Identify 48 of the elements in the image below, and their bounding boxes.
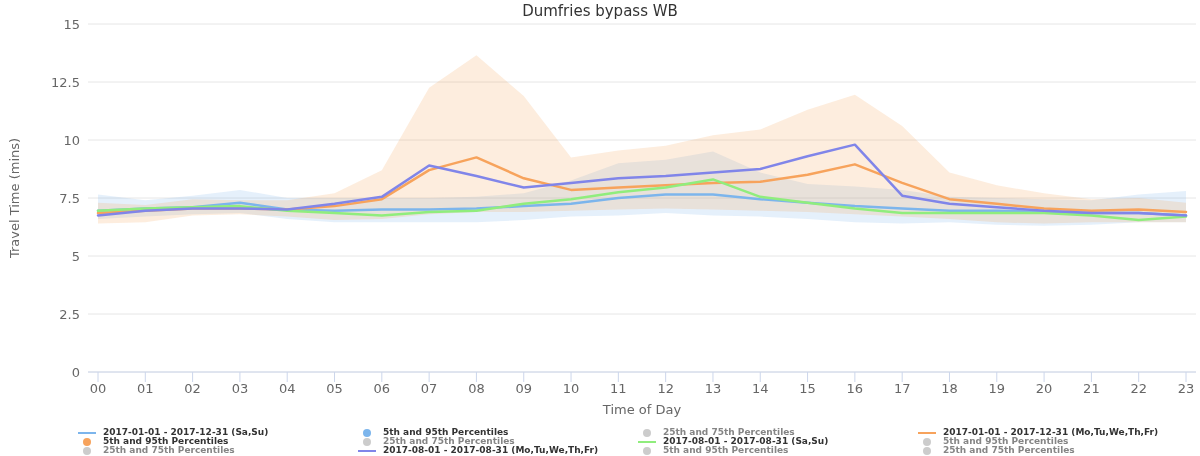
legend-label: 25th and 75th Percentiles — [663, 427, 795, 437]
y-axis-title: Travel Time (mins) — [6, 137, 22, 260]
x-tick-label: 13 — [704, 381, 722, 397]
legend-label: 5th and 95th Percentiles — [943, 436, 1069, 446]
x-tick-label: 11 — [610, 381, 627, 397]
x-tick-label: 04 — [278, 381, 296, 397]
x-tick-label: 06 — [373, 381, 391, 397]
x-tick-label: 18 — [941, 381, 958, 397]
x-tick-label: 12 — [657, 381, 674, 397]
x-tick-label: 07 — [420, 381, 438, 397]
x-tick-label: 21 — [1083, 381, 1100, 397]
legend-label: 5th and 95th Percentiles — [383, 427, 509, 437]
line-series — [96, 178, 1188, 222]
legend-label: 25th and 75th Percentiles — [103, 445, 235, 455]
x-tick-label: 10 — [562, 381, 580, 397]
chart-title: Dumfries bypass WB — [522, 2, 678, 20]
x-tick-label: 19 — [988, 381, 1006, 397]
x-tick-label: 02 — [184, 381, 201, 397]
legend-label: 25th and 75th Percentiles — [383, 436, 515, 446]
x-tick-label: 14 — [751, 381, 769, 397]
x-tick-label: 09 — [515, 381, 533, 397]
x-tick-label: 22 — [1130, 381, 1147, 397]
legend-label: 25th and 75th Percentiles — [943, 445, 1075, 455]
legend-label: 2017-01-01 - 2017-12-31 (Mo,Tu,We,Th,Fr) — [943, 427, 1159, 437]
x-tick-label: 00 — [89, 381, 107, 397]
legend-label: 2017-08-01 - 2017-08-31 (Sa,Su) — [663, 436, 829, 446]
line-series — [96, 143, 1188, 217]
x-tick-label: 05 — [326, 381, 343, 397]
y-tick-label: 10 — [63, 132, 80, 148]
y-tick-label: 12.5 — [51, 74, 80, 90]
y-tick-label: 15 — [63, 16, 80, 32]
legend-label: 2017-01-01 - 2017-12-31 (Sa,Su) — [103, 427, 269, 437]
legend-label: 5th and 95th Percentiles — [663, 445, 789, 455]
x-tick-label: 08 — [468, 381, 485, 397]
y-tick-label: 7.5 — [59, 190, 80, 206]
x-tick-label: 17 — [893, 381, 911, 397]
x-tick-label: 03 — [231, 381, 249, 397]
x-tick-label: 15 — [799, 381, 816, 397]
y-tick-label: 2.5 — [59, 306, 80, 322]
y-tick-label: 0 — [71, 364, 80, 380]
legend-label: 5th and 95th Percentiles — [103, 436, 229, 446]
x-tick-label: 23 — [1177, 381, 1195, 397]
y-tick-label: 5 — [71, 248, 80, 264]
x-tick-label: 16 — [846, 381, 864, 397]
legend-label: 2017-08-01 - 2017-08-31 (Mo,Tu,We,Th,Fr) — [383, 445, 599, 455]
x-tick-label: 01 — [137, 381, 154, 397]
x-axis-title: Time of Day — [601, 402, 682, 417]
x-tick-label: 20 — [1035, 381, 1053, 397]
